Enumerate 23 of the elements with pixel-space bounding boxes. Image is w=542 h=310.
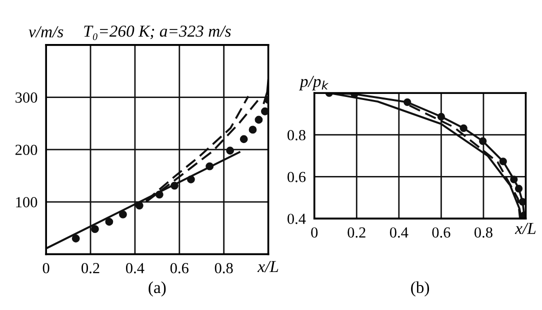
x-tick-label: 0.2 <box>348 227 366 238</box>
text: (a) <box>148 281 166 297</box>
chart-title: T₀=260 K; a=323 m/s <box>84 26 231 40</box>
y-tick-label: 300 <box>16 92 38 103</box>
text: (b) <box>411 281 430 296</box>
x-axis-title: x/L <box>514 222 536 234</box>
x-tick-label: 0.2 <box>82 262 100 274</box>
x-tick-label: 0 <box>42 262 50 274</box>
y-tick-label: 0.6 <box>288 172 306 182</box>
x-tick-label: 0.6 <box>432 227 450 238</box>
x-axis-title: x/L <box>257 261 278 272</box>
y-tick-label: 0.4 <box>288 214 306 224</box>
x-tick-label: 0.4 <box>126 262 144 274</box>
x-tick-label: 0.6 <box>170 262 188 274</box>
y-tick-label: 200 <box>15 144 38 156</box>
y-axis-title: p/p$_{k}$ <box>298 76 329 90</box>
x-tick-label: 0 <box>311 227 318 238</box>
y-axis-title: v/m/s <box>28 26 64 38</box>
y-tick-label: 0.8 <box>288 130 306 140</box>
x-tick-label: 0.8 <box>474 227 492 238</box>
x-tick-label: 0.4 <box>390 227 408 238</box>
x-tick-label: 0.8 <box>214 262 233 274</box>
y-tick-label: 100 <box>16 197 38 208</box>
